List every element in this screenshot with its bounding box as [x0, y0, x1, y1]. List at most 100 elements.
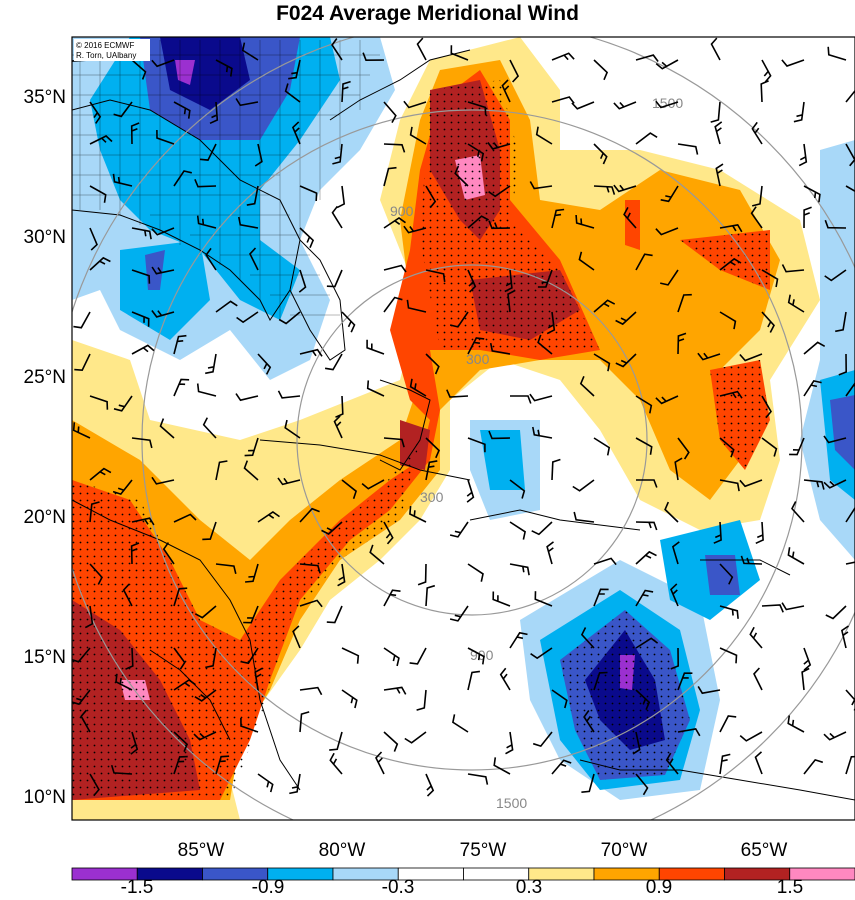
wind-barb — [755, 521, 764, 545]
wind-barb — [761, 311, 775, 333]
wind-barb — [288, 59, 301, 80]
wind-barb — [366, 339, 385, 355]
wind-barb — [635, 253, 653, 271]
wind-barb — [173, 170, 192, 187]
wind-barb — [697, 685, 721, 695]
wind-barb — [130, 542, 140, 565]
wind-barb — [249, 247, 259, 271]
wind-barb — [739, 353, 763, 362]
wind-barb — [674, 457, 683, 481]
wind-barb — [425, 353, 440, 375]
ring-label-900-north: 900 — [390, 203, 414, 219]
wind-barb — [329, 752, 343, 775]
wind-barb — [655, 59, 679, 70]
wind-barb — [335, 395, 344, 418]
wind-barb — [173, 513, 197, 523]
wind-barb — [74, 353, 91, 372]
colorbar-box — [789, 867, 855, 881]
wind-barb — [492, 591, 511, 607]
wind-barb — [583, 710, 595, 733]
wind-barbs — [72, 37, 855, 797]
wind-barb — [719, 715, 737, 733]
wind-barb — [824, 269, 847, 282]
wind-barb — [571, 101, 595, 110]
wind-barb — [467, 670, 481, 691]
wind-barb — [131, 311, 150, 327]
wind-barb — [173, 334, 187, 355]
wind-barb — [593, 185, 616, 195]
wind-barb — [366, 380, 385, 397]
wind-barb — [531, 521, 553, 536]
wind-barb — [593, 299, 616, 313]
wind-barb — [509, 563, 530, 576]
wind-barb — [450, 45, 469, 61]
wind-barb — [670, 647, 680, 670]
wind-barb — [383, 166, 397, 187]
wind-barb — [375, 751, 385, 775]
wind-barb — [245, 563, 259, 583]
wind-barb — [613, 101, 637, 110]
range-ring-300 — [296, 264, 648, 616]
wind-barb — [546, 541, 554, 565]
wind-barb — [383, 686, 407, 695]
lat-label-30: 30°N — [24, 227, 66, 248]
wind-barb — [80, 709, 91, 733]
wind-barb — [467, 337, 485, 355]
wind-barb — [238, 216, 259, 229]
wind-barb — [509, 479, 526, 499]
wind-barb — [488, 185, 511, 198]
wind-barb — [215, 563, 237, 574]
wind-barb — [125, 647, 134, 670]
wind-barb — [719, 311, 737, 330]
wind-barb — [636, 479, 658, 488]
wind-barb — [257, 773, 274, 793]
wind-barb — [291, 121, 301, 145]
wind-barb — [416, 689, 427, 711]
wind-barb — [130, 122, 140, 145]
wind-barb — [202, 521, 217, 541]
wind-barb — [635, 395, 653, 414]
wind-barb — [72, 647, 91, 663]
wind-barb — [130, 731, 139, 755]
wind-barb — [845, 689, 855, 711]
wind-barb — [581, 773, 595, 793]
wind-barb — [284, 419, 301, 439]
wind-barb — [655, 100, 679, 109]
wind-barb — [551, 759, 572, 775]
wind-barb — [551, 458, 561, 481]
wind-barb — [677, 143, 699, 155]
wind-barb — [787, 715, 805, 733]
wind-barb — [341, 80, 351, 103]
wind-barb — [593, 671, 608, 691]
lon-label-80: 80°W — [319, 840, 366, 861]
lat-label-15: 15°N — [24, 647, 66, 668]
wind-barb — [151, 266, 175, 275]
wind-barb — [824, 219, 847, 229]
colorbar-labels: -1.5 -0.9 -0.3 0.3 0.9 1.5 — [121, 877, 804, 898]
wind-barb — [84, 605, 94, 629]
wind-barb — [341, 647, 360, 664]
wind-barb — [406, 299, 427, 313]
wind-barb — [750, 206, 763, 229]
wind-barb — [112, 479, 133, 496]
wind-barb — [754, 751, 763, 775]
wind-barb — [787, 547, 805, 565]
wind-barb — [551, 52, 575, 61]
lon-label-70: 70°W — [601, 840, 648, 861]
wind-barb — [361, 479, 385, 490]
wind-barb — [383, 143, 406, 153]
wind-barb — [131, 59, 147, 80]
wind-barb — [493, 757, 511, 775]
wind-barb — [215, 59, 233, 77]
ring-label-300-south: 300 — [420, 489, 444, 505]
wind-barb — [299, 686, 323, 696]
wind-barb — [719, 563, 734, 585]
wind-barb — [113, 101, 133, 118]
wind-barb — [299, 185, 318, 202]
wind-barb — [635, 437, 653, 455]
wind-barb — [823, 731, 847, 741]
wind-barb — [753, 667, 763, 691]
wind-barb — [89, 501, 100, 523]
wind-barb — [803, 479, 825, 490]
wind-barb — [677, 332, 687, 355]
